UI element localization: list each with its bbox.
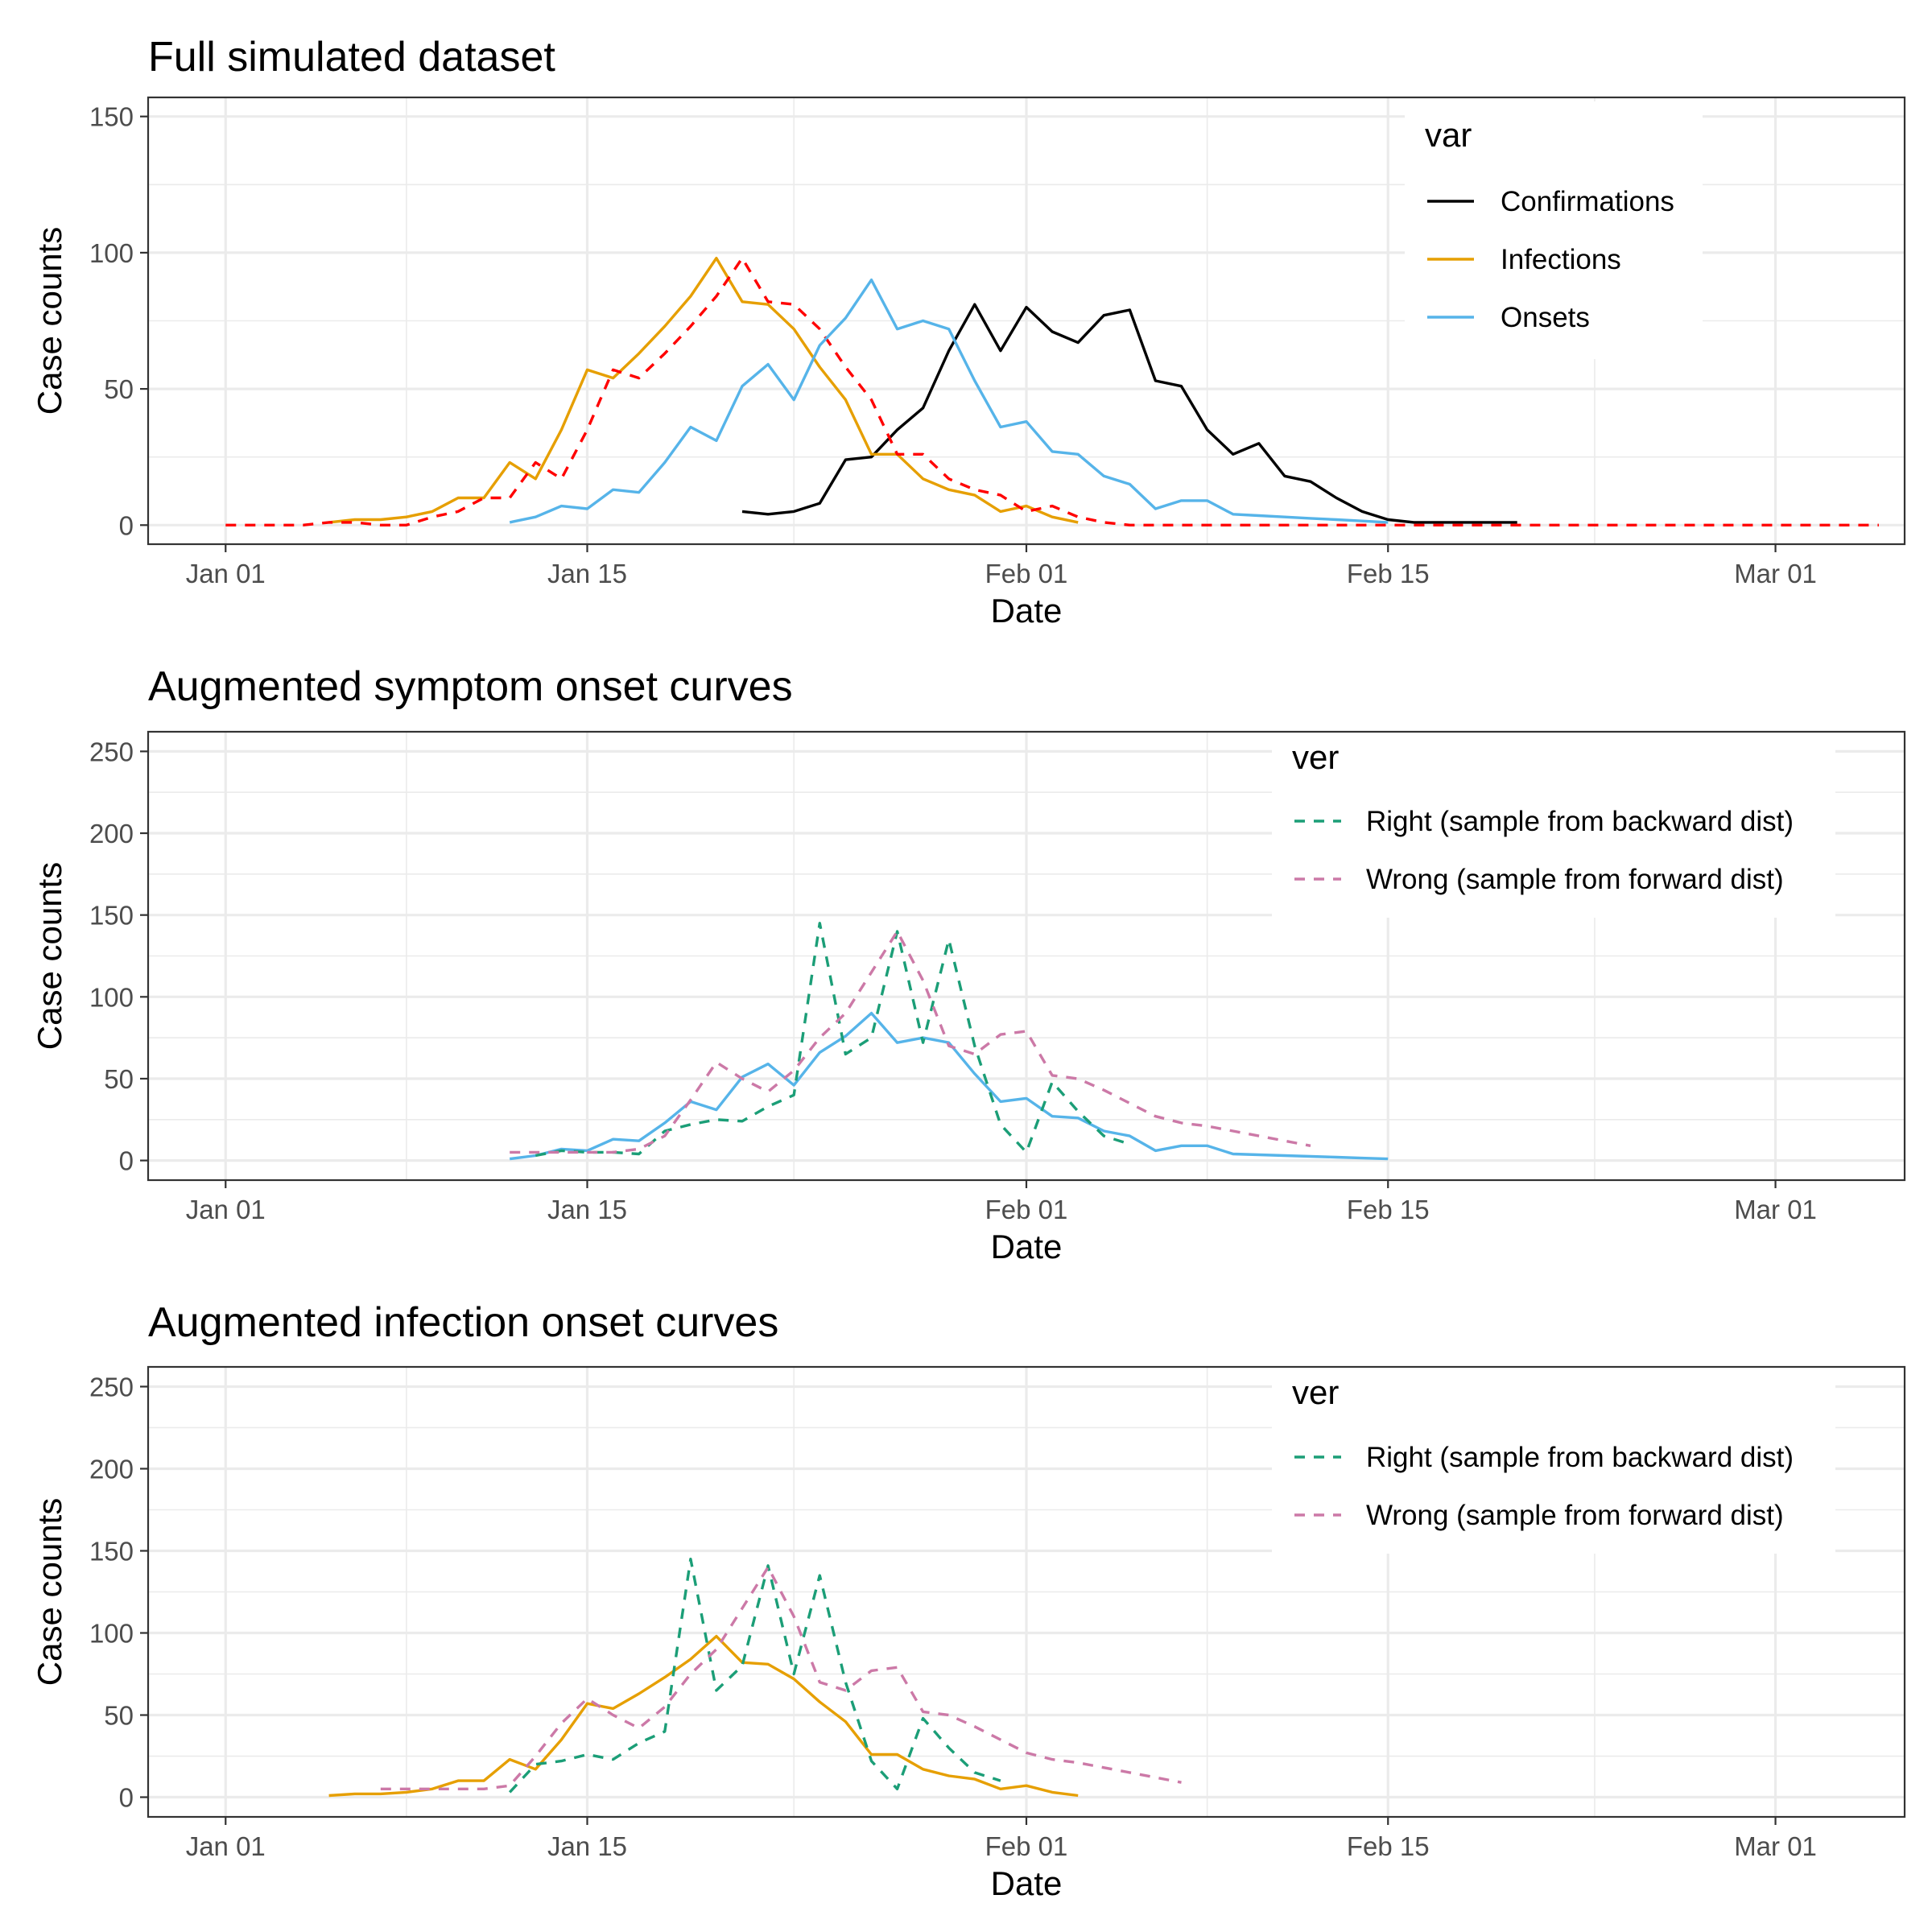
series-line-infections (328, 1634, 1079, 1798)
x-tick-label: Jan 15 (547, 1831, 627, 1861)
y-tick-label: 50 (104, 1701, 134, 1731)
series-line-confirmations (741, 303, 1517, 524)
chart-panel-3: Augmented infection onset curves ver Right… (31, 1299, 1906, 1902)
legend-title: ver (1292, 1373, 1339, 1411)
x-tick-label: Jan 01 (186, 1831, 266, 1861)
series-line-wrong (380, 1566, 1182, 1791)
y-tick-label: 100 (89, 238, 134, 268)
y-tick-label: 150 (89, 102, 134, 132)
chart-title: Augmented infection onset curves (148, 1299, 778, 1346)
x-axis-label: Date (991, 1864, 1063, 1902)
y-tick-label: 100 (89, 1619, 134, 1649)
x-tick-label: Feb 15 (1347, 1195, 1430, 1224)
series-line-wrong (510, 930, 1311, 1154)
series-line-right (508, 1557, 1001, 1794)
legend-title: var (1425, 116, 1472, 154)
series-line-right (535, 922, 1130, 1158)
x-tick-label: Mar 01 (1734, 1195, 1817, 1224)
chart-title: Augmented symptom onset curves (148, 663, 793, 710)
y-tick-label: 250 (89, 1372, 134, 1402)
y-tick-label: 50 (104, 374, 134, 404)
y-tick-label: 200 (89, 819, 134, 848)
legend-label: Right (sample from backward dist) (1366, 806, 1794, 837)
chart-panel-1: Full simulated dataset var Confirmations In… (31, 34, 1906, 630)
x-tick-label: Feb 15 (1347, 559, 1430, 588)
x-tick-label: Feb 01 (985, 559, 1068, 588)
x-tick-label: Mar 01 (1734, 559, 1817, 588)
x-axis-label: Date (991, 592, 1063, 630)
chart-title: Full simulated dataset (148, 34, 555, 80)
x-tick-label: Jan 01 (186, 559, 266, 588)
x-tick-label: Feb 01 (985, 1195, 1068, 1224)
x-tick-label: Feb 01 (985, 1831, 1068, 1861)
y-tick-label: 0 (119, 510, 134, 540)
y-tick-label: 100 (89, 982, 134, 1012)
y-tick-label: 0 (119, 1146, 134, 1176)
x-axis-label: Date (991, 1228, 1063, 1265)
y-tick-label: 150 (89, 1536, 134, 1566)
x-tick-label: Mar 01 (1734, 1831, 1817, 1861)
x-tick-label: Jan 15 (547, 559, 627, 588)
legend-label: Wrong (sample from forward dist) (1366, 864, 1784, 895)
legend-title: ver (1292, 738, 1339, 776)
legend-label: Confirmations (1501, 186, 1674, 217)
legend-label: Right (sample from backward dist) (1366, 1442, 1794, 1473)
series-line-infections (328, 257, 1079, 524)
x-tick-label: Jan 01 (186, 1195, 266, 1224)
y-axis-label: Case counts (31, 1498, 68, 1686)
chart-panel-2: Augmented symptom onset curves ver Right (… (31, 663, 1906, 1265)
y-tick-label: 200 (89, 1454, 134, 1484)
series-line-onsets (509, 279, 1389, 524)
y-tick-label: 150 (89, 901, 134, 931)
legend-label: Onsets (1501, 302, 1590, 333)
series-line-truth_dashed (225, 257, 1879, 526)
legend-label: Wrong (sample from forward dist) (1366, 1500, 1784, 1531)
legend-box (1272, 729, 1835, 918)
x-tick-label: Feb 15 (1347, 1831, 1430, 1861)
legend-box (1272, 1364, 1835, 1554)
legend-label: Infections (1501, 244, 1621, 275)
y-tick-label: 50 (104, 1064, 134, 1094)
y-axis-label: Case counts (31, 862, 68, 1050)
y-tick-label: 0 (119, 1783, 134, 1813)
y-axis-label: Case counts (31, 227, 68, 415)
y-tick-label: 250 (89, 737, 134, 766)
x-tick-label: Jan 15 (547, 1195, 627, 1224)
